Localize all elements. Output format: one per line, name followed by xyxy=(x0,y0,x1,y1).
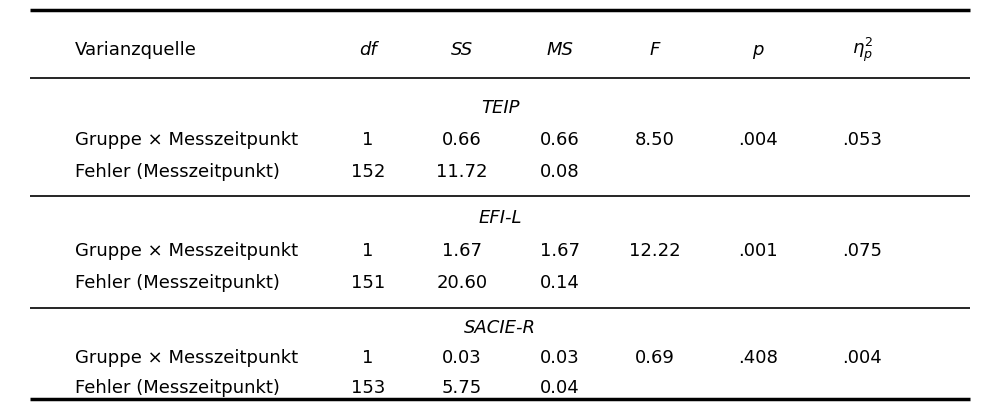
Text: Fehler (Messzeitpunkt): Fehler (Messzeitpunkt) xyxy=(75,163,280,181)
Text: SS: SS xyxy=(451,41,473,59)
Text: p: p xyxy=(752,41,764,59)
Text: 0.66: 0.66 xyxy=(540,131,580,149)
Text: $\mathit{\eta_p^2}$: $\mathit{\eta_p^2}$ xyxy=(852,36,872,64)
Text: Varianzquelle: Varianzquelle xyxy=(75,41,197,59)
Text: 0.14: 0.14 xyxy=(540,274,580,292)
Text: 8.50: 8.50 xyxy=(635,131,675,149)
Text: 1.67: 1.67 xyxy=(442,242,482,260)
Text: Fehler (Messzeitpunkt): Fehler (Messzeitpunkt) xyxy=(75,379,280,397)
Text: EFI-L: EFI-L xyxy=(478,209,522,227)
Text: 1: 1 xyxy=(362,131,374,149)
Text: df: df xyxy=(359,41,377,59)
Text: 151: 151 xyxy=(351,274,385,292)
Text: 12.22: 12.22 xyxy=(629,242,681,260)
Text: Fehler (Messzeitpunkt): Fehler (Messzeitpunkt) xyxy=(75,274,280,292)
Text: Gruppe × Messzeitpunkt: Gruppe × Messzeitpunkt xyxy=(75,349,298,367)
Text: Gruppe × Messzeitpunkt: Gruppe × Messzeitpunkt xyxy=(75,242,298,260)
Text: 1.67: 1.67 xyxy=(540,242,580,260)
Text: .408: .408 xyxy=(738,349,778,367)
Text: Gruppe × Messzeitpunkt: Gruppe × Messzeitpunkt xyxy=(75,131,298,149)
Text: 20.60: 20.60 xyxy=(436,274,488,292)
Text: 0.08: 0.08 xyxy=(540,163,580,181)
Text: .053: .053 xyxy=(842,131,882,149)
Text: MS: MS xyxy=(547,41,573,59)
Text: SACIE-R: SACIE-R xyxy=(464,319,536,337)
Text: 5.75: 5.75 xyxy=(442,379,482,397)
Text: F: F xyxy=(650,41,660,59)
Text: 152: 152 xyxy=(351,163,385,181)
Text: .001: .001 xyxy=(738,242,778,260)
Text: .004: .004 xyxy=(842,349,882,367)
Text: 1: 1 xyxy=(362,349,374,367)
Text: 11.72: 11.72 xyxy=(436,163,488,181)
Text: TEIP: TEIP xyxy=(481,99,519,117)
Text: .004: .004 xyxy=(738,131,778,149)
Text: 0.03: 0.03 xyxy=(442,349,482,367)
Text: 0.66: 0.66 xyxy=(442,131,482,149)
Text: .075: .075 xyxy=(842,242,882,260)
Text: 0.69: 0.69 xyxy=(635,349,675,367)
Text: 0.04: 0.04 xyxy=(540,379,580,397)
Text: 153: 153 xyxy=(351,379,385,397)
Text: 1: 1 xyxy=(362,242,374,260)
Text: 0.03: 0.03 xyxy=(540,349,580,367)
